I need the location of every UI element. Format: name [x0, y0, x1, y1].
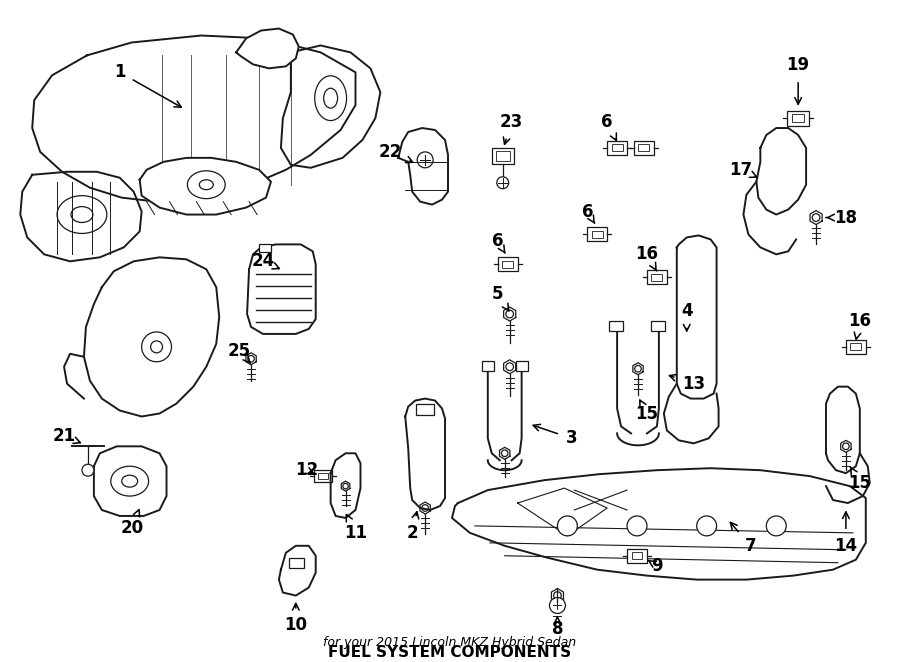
- FancyBboxPatch shape: [627, 549, 647, 563]
- Bar: [289, 557, 304, 568]
- Polygon shape: [236, 28, 299, 68]
- Text: 21: 21: [52, 428, 80, 446]
- Bar: [609, 321, 623, 331]
- Circle shape: [627, 516, 647, 536]
- Text: 1: 1: [114, 64, 181, 107]
- Text: 15: 15: [635, 400, 659, 422]
- Polygon shape: [21, 171, 141, 261]
- Text: 15: 15: [849, 467, 871, 492]
- Bar: [259, 244, 271, 252]
- Polygon shape: [677, 236, 716, 399]
- Bar: [516, 361, 527, 371]
- Text: 3: 3: [533, 424, 577, 448]
- Polygon shape: [452, 468, 866, 580]
- FancyBboxPatch shape: [416, 404, 434, 416]
- Polygon shape: [500, 448, 510, 459]
- Text: for your 2015 Lincoln MKZ Hybrid Sedan: for your 2015 Lincoln MKZ Hybrid Sedan: [323, 636, 577, 649]
- Polygon shape: [341, 481, 350, 491]
- Polygon shape: [84, 258, 220, 416]
- Polygon shape: [756, 128, 806, 214]
- Polygon shape: [504, 359, 516, 374]
- Text: 13: 13: [670, 375, 706, 393]
- Text: 16: 16: [635, 246, 659, 271]
- Text: 20: 20: [120, 510, 143, 537]
- Text: 8: 8: [552, 617, 563, 638]
- Text: 19: 19: [787, 56, 810, 104]
- Text: 14: 14: [834, 512, 858, 555]
- Text: 5: 5: [492, 285, 508, 311]
- FancyBboxPatch shape: [588, 228, 608, 242]
- FancyBboxPatch shape: [491, 148, 514, 164]
- Text: 6: 6: [601, 113, 617, 140]
- Polygon shape: [32, 36, 356, 202]
- FancyBboxPatch shape: [846, 340, 866, 354]
- Polygon shape: [633, 363, 643, 375]
- Polygon shape: [552, 589, 563, 602]
- Text: 10: 10: [284, 603, 307, 634]
- FancyBboxPatch shape: [498, 258, 518, 271]
- Bar: [651, 321, 665, 331]
- Polygon shape: [810, 211, 822, 224]
- Polygon shape: [504, 307, 516, 321]
- Text: 11: 11: [344, 514, 367, 542]
- Text: 7: 7: [731, 522, 756, 555]
- Text: 23: 23: [500, 113, 523, 144]
- FancyBboxPatch shape: [608, 141, 627, 155]
- Polygon shape: [94, 446, 166, 516]
- Polygon shape: [281, 46, 381, 167]
- Polygon shape: [279, 545, 316, 596]
- Circle shape: [766, 516, 787, 536]
- Text: 2: 2: [407, 512, 418, 542]
- Text: FUEL SYSTEM COMPONENTS: FUEL SYSTEM COMPONENTS: [328, 645, 572, 660]
- Text: 16: 16: [849, 312, 871, 340]
- Circle shape: [550, 598, 565, 614]
- Text: 17: 17: [729, 161, 757, 179]
- Text: 6: 6: [581, 203, 595, 223]
- Polygon shape: [420, 502, 430, 514]
- Polygon shape: [399, 128, 448, 205]
- Polygon shape: [841, 440, 851, 452]
- Polygon shape: [664, 384, 718, 444]
- FancyBboxPatch shape: [647, 270, 667, 284]
- Text: 12: 12: [295, 461, 319, 479]
- Circle shape: [497, 177, 508, 189]
- FancyBboxPatch shape: [788, 111, 809, 126]
- Circle shape: [697, 516, 716, 536]
- Polygon shape: [248, 244, 316, 334]
- Polygon shape: [405, 399, 445, 510]
- FancyBboxPatch shape: [634, 141, 654, 155]
- Text: 6: 6: [492, 232, 505, 254]
- Polygon shape: [140, 158, 271, 214]
- Circle shape: [82, 464, 94, 476]
- Text: 9: 9: [648, 557, 662, 575]
- FancyBboxPatch shape: [314, 470, 331, 482]
- Polygon shape: [330, 453, 361, 518]
- Text: 25: 25: [228, 342, 251, 363]
- Text: 4: 4: [681, 302, 693, 331]
- Polygon shape: [246, 353, 256, 365]
- Polygon shape: [826, 387, 860, 473]
- Text: 24: 24: [251, 252, 279, 270]
- Bar: [482, 361, 494, 371]
- Text: 22: 22: [379, 143, 413, 163]
- Circle shape: [557, 516, 577, 536]
- Text: 18: 18: [826, 209, 858, 226]
